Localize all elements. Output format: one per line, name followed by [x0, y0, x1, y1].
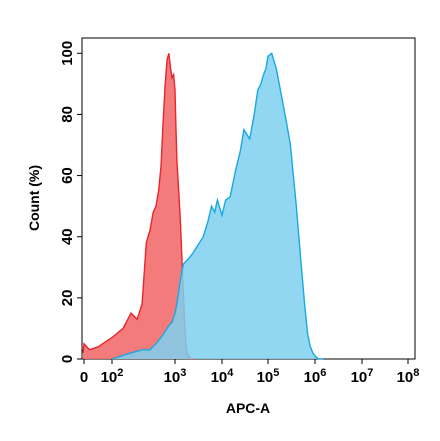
y-axis-title: Count (%)	[26, 165, 42, 231]
x-tick-label: 0	[80, 369, 88, 386]
y-tick-label: 20	[59, 290, 76, 307]
axes-layer: 0 20 40 60 80 100 0 102 103 104 105 106 107 108	[59, 41, 419, 386]
y-tick-label: 0	[59, 355, 76, 363]
x-tick-label: 102	[101, 367, 124, 386]
series-2-outline	[111, 52, 324, 360]
series-2-area	[112, 53, 324, 360]
x-tick-label: 103	[164, 367, 187, 386]
y-tick-label: 80	[59, 106, 76, 123]
x-tick-label: 106	[304, 367, 327, 386]
x-tick-label: 108	[397, 367, 420, 386]
y-tick-label: 40	[59, 228, 76, 245]
x-tick-label: 105	[257, 367, 280, 386]
series-1-area	[83, 53, 194, 360]
x-tick-label: 107	[351, 367, 374, 386]
y-tick-label: 60	[59, 167, 76, 184]
x-tick-label: 104	[211, 367, 235, 386]
series-layer	[82, 52, 324, 360]
x-axis-title: APC-A	[226, 400, 270, 416]
y-tick-label: 100	[59, 41, 76, 66]
